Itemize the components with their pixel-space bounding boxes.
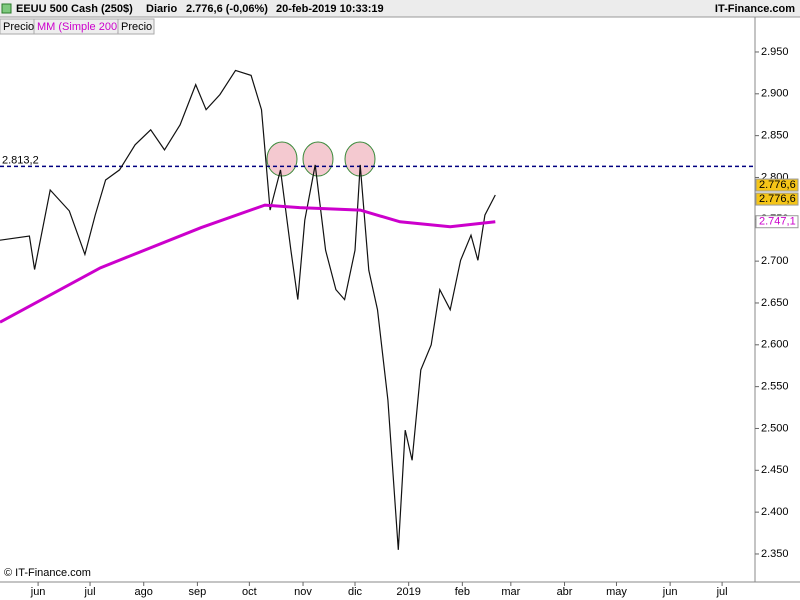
y-tick-label: 2.650	[761, 297, 789, 309]
copyright: © IT-Finance.com	[4, 567, 91, 579]
legend-entry: MM (Simple 200)	[37, 21, 121, 33]
brand: IT-Finance.com	[715, 3, 795, 15]
price-tag	[755, 215, 799, 229]
chart-title: EEUU 500 Cash (250$)	[16, 3, 133, 15]
x-tick-label: jun	[662, 586, 678, 598]
annotation-circle	[266, 141, 298, 177]
quote: 2.776,6 (-0,06%)	[186, 3, 268, 15]
x-tick-label: abr	[557, 586, 573, 598]
price-tag-label: 2.747,1	[759, 216, 796, 228]
y-tick-label: 2.400	[761, 506, 789, 518]
series-line	[0, 69, 496, 550]
y-tick-label: 2.900	[761, 88, 789, 100]
series-line	[0, 203, 496, 324]
price-tag-label: 2.776,6	[759, 179, 796, 191]
x-tick-label: jul	[716, 586, 728, 598]
reference-label: 2.813,2	[2, 154, 39, 166]
x-tick-label: jul	[84, 586, 96, 598]
x-tick-label: sep	[189, 586, 207, 598]
x-tick-label: feb	[455, 586, 470, 598]
y-tick-label: 2.550	[761, 381, 789, 393]
legend-box	[117, 18, 155, 35]
x-tick-label: nov	[294, 586, 312, 598]
price-tag-label: 2.776,6	[759, 193, 796, 205]
header-bar	[0, 0, 800, 17]
x-tick-label: 2019	[396, 586, 420, 598]
y-tick-label: 2.450	[761, 464, 789, 476]
period: Diario	[146, 3, 177, 15]
x-tick-label: may	[606, 586, 627, 598]
annotation-circle	[302, 141, 334, 177]
y-tick-label: 2.950	[761, 46, 789, 58]
x-tick-label: oct	[242, 586, 257, 598]
y-tick-label: 2.850	[761, 130, 789, 142]
legend-entry: Precio	[3, 21, 34, 33]
y-tick-label: 2.700	[761, 255, 789, 267]
x-tick-label: jun	[30, 586, 46, 598]
legend-entry: Precio	[121, 21, 152, 33]
y-tick-label: 2.350	[761, 548, 789, 560]
x-tick-label: dic	[348, 586, 363, 598]
y-tick-label: 2.600	[761, 339, 789, 351]
price-tag	[755, 178, 799, 192]
timestamp: 20-feb-2019 10:33:19	[276, 3, 384, 15]
price-tag	[755, 192, 799, 206]
status-icon	[1, 3, 12, 14]
x-tick-label: ago	[135, 586, 153, 598]
y-tick-label: 2.500	[761, 422, 789, 434]
x-tick-label: mar	[501, 586, 520, 598]
